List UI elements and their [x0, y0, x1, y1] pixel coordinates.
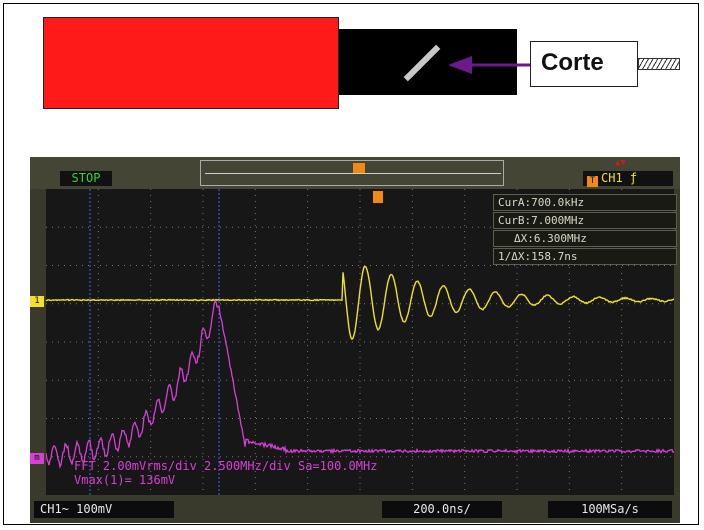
timebase-readout: 200.0ns/	[382, 501, 502, 518]
channel-selector: T CH1 ƒ	[583, 171, 673, 186]
flag-icon: ▲▼	[615, 158, 626, 168]
channel1-trace	[46, 266, 674, 339]
memory-position-bar	[200, 160, 504, 186]
waveform-grid: CurA:700.0kHz CurB:7.000MHz ΔX:6.300MHz …	[46, 189, 674, 495]
oscilloscope-screen: STOP ▲▼ T CH1 ƒ CurA:700.0kHz CurB:7.000M…	[30, 157, 680, 523]
cut-label: Corte	[541, 49, 604, 77]
channel1-marker: 1	[30, 296, 44, 307]
measurement-cursor-b: CurB:7.000MHz	[493, 212, 677, 229]
math-marker: m	[30, 453, 44, 464]
edge-icon: ƒ	[630, 171, 637, 185]
fft-info: FFT 2.00mVrms/div 2.500MHz/div Sa=100.0M…	[74, 459, 377, 473]
channel-selector-label: CH1	[601, 171, 623, 185]
trigger-icon: T	[587, 176, 598, 187]
memory-trigger-icon	[353, 163, 365, 173]
measurement-delta-x: ΔX:6.300MHz	[493, 230, 677, 247]
vmax-readout: Vmax(1)= 136mV	[74, 473, 175, 487]
memory-track	[205, 173, 501, 174]
run-state-badge: STOP	[60, 171, 112, 186]
channel-readout: CH1~ 100mV	[34, 501, 174, 518]
measurement-inverse-delta: 1/ΔX:158.7ns	[493, 248, 677, 265]
sample-rate-readout: 100MSa/s	[548, 501, 672, 518]
measurement-cursor-a: CurA:700.0kHz	[493, 194, 677, 211]
trigger-position-icon	[373, 191, 383, 203]
cable-center-conductor	[638, 58, 680, 70]
scope-footer: CH1~ 100mV 200.0ns/ 100MSa/s	[30, 495, 680, 523]
